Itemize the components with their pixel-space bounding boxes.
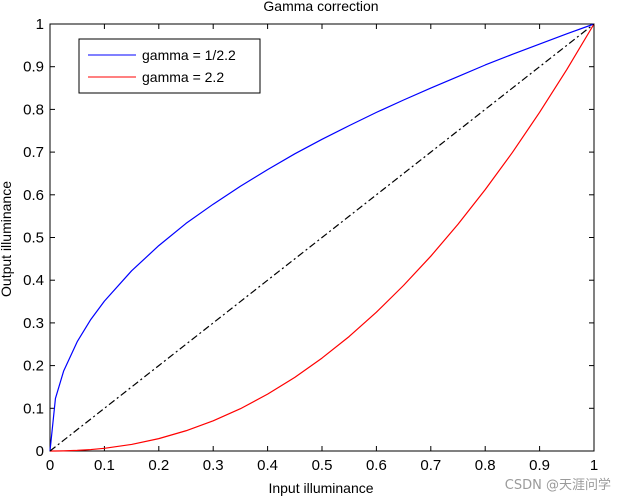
x-axis: 0 0.1 0.2 0.3 0.4 0.5 0.6 0.7 0.8 0.9 1 xyxy=(46,24,598,474)
x-tick-label: 0.9 xyxy=(529,457,550,474)
x-tick-label: 0.2 xyxy=(148,457,169,474)
y-tick-label: 0.5 xyxy=(23,230,44,247)
x-tick-label: 0.6 xyxy=(366,457,387,474)
y-tick-label: 0.2 xyxy=(23,358,44,375)
y-tick-label: 0.4 xyxy=(23,272,44,289)
series-gamma-inverse-line xyxy=(49,23,595,452)
x-tick-label: 0.8 xyxy=(475,457,496,474)
y-axis-label: Output illuminance xyxy=(0,181,14,297)
x-tick-label: 1 xyxy=(590,457,598,474)
x-tick-label: 0.5 xyxy=(312,457,333,474)
series-layer xyxy=(49,23,595,452)
x-axis-label: Input illuminance xyxy=(268,480,373,496)
x-tick-label: 0.4 xyxy=(257,457,278,474)
legend: gamma = 1/2.2 gamma = 2.2 xyxy=(78,38,261,94)
y-tick-label: 0.8 xyxy=(23,101,44,118)
legend-box xyxy=(78,38,261,94)
legend-label-gamma-inv: gamma = 1/2.2 xyxy=(142,47,236,63)
y-axis: 0 0.1 0.2 0.3 0.4 0.5 0.6 0.7 0.8 0.9 1 xyxy=(23,16,594,460)
y-tick-label: 0.9 xyxy=(23,59,44,76)
x-tick-label: 0.7 xyxy=(420,457,441,474)
y-tick-label: 0.6 xyxy=(23,187,44,204)
y-tick-label: 0.7 xyxy=(23,144,44,161)
chart-title: Gamma correction xyxy=(263,0,378,14)
series-identity-line xyxy=(49,23,595,452)
x-tick-label: 0.1 xyxy=(94,457,115,474)
y-tick-label: 0.3 xyxy=(23,315,44,332)
series-gamma-line xyxy=(49,23,595,452)
y-tick-label: 0.1 xyxy=(23,400,44,417)
y-tick-label: 0 xyxy=(36,443,44,460)
x-tick-label: 0 xyxy=(46,457,54,474)
x-tick-label: 0.3 xyxy=(203,457,224,474)
y-tick-label: 1 xyxy=(36,16,44,33)
legend-label-gamma: gamma = 2.2 xyxy=(142,69,224,85)
watermark: CSDN @天涯问学 xyxy=(505,477,611,493)
